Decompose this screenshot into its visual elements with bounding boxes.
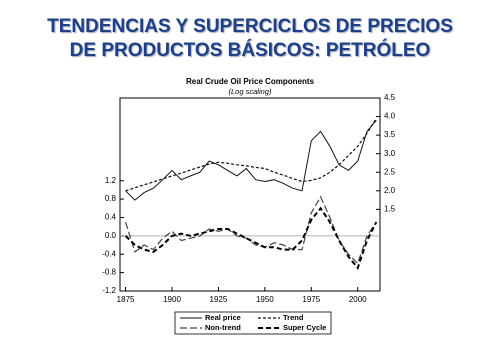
y2-tick-label: 3.5 [384, 130, 396, 139]
y2-tick-label: 2.0 [384, 186, 396, 195]
x-tick-label: 1975 [302, 295, 320, 304]
chart-title: Real Crude Oil Price Components [186, 77, 315, 86]
y2-tick-label: 4.0 [384, 112, 396, 121]
x-tick-label: 1925 [210, 295, 228, 304]
series-line [125, 118, 377, 192]
legend-box [174, 311, 332, 335]
x-tick-label: 1950 [256, 295, 274, 304]
y-tick-label: 0.0 [105, 231, 117, 240]
y2-tick-label: 3.0 [384, 149, 396, 158]
series-line [125, 119, 377, 201]
plot-frame [119, 97, 381, 292]
y2-tick-label: 4.5 [384, 93, 396, 102]
y-tick-label: 1.2 [105, 176, 117, 185]
legend-label: Trend [283, 313, 304, 322]
legend-label: Non-trend [205, 323, 241, 332]
y-tick-label: 0.4 [105, 213, 117, 222]
y2-tick-label: 2.5 [384, 167, 396, 176]
legend-label: Real price [205, 313, 241, 322]
series-line [125, 195, 377, 265]
x-tick-label: 1875 [117, 295, 135, 304]
slide-title: DE PRODUCTOS BÁSICOS: PETRÓLEO [69, 40, 431, 61]
chart-subtitle: (Log scaling) [229, 87, 272, 96]
slide-title: TENDENCIAS Y SUPERCICLOS DE PRECIOS [47, 16, 453, 37]
x-tick-label: 2000 [349, 295, 367, 304]
y-tick-label: -1.2 [102, 286, 116, 295]
y-tick-label: 0.8 [105, 194, 117, 203]
series-line [124, 206, 378, 271]
y-tick-label: -0.8 [102, 268, 116, 277]
legend-label: Super Cycle [283, 323, 326, 332]
y2-tick-label: 1.5 [384, 204, 396, 213]
x-tick-label: 1900 [163, 295, 181, 304]
y-tick-label: -0.4 [102, 249, 116, 258]
